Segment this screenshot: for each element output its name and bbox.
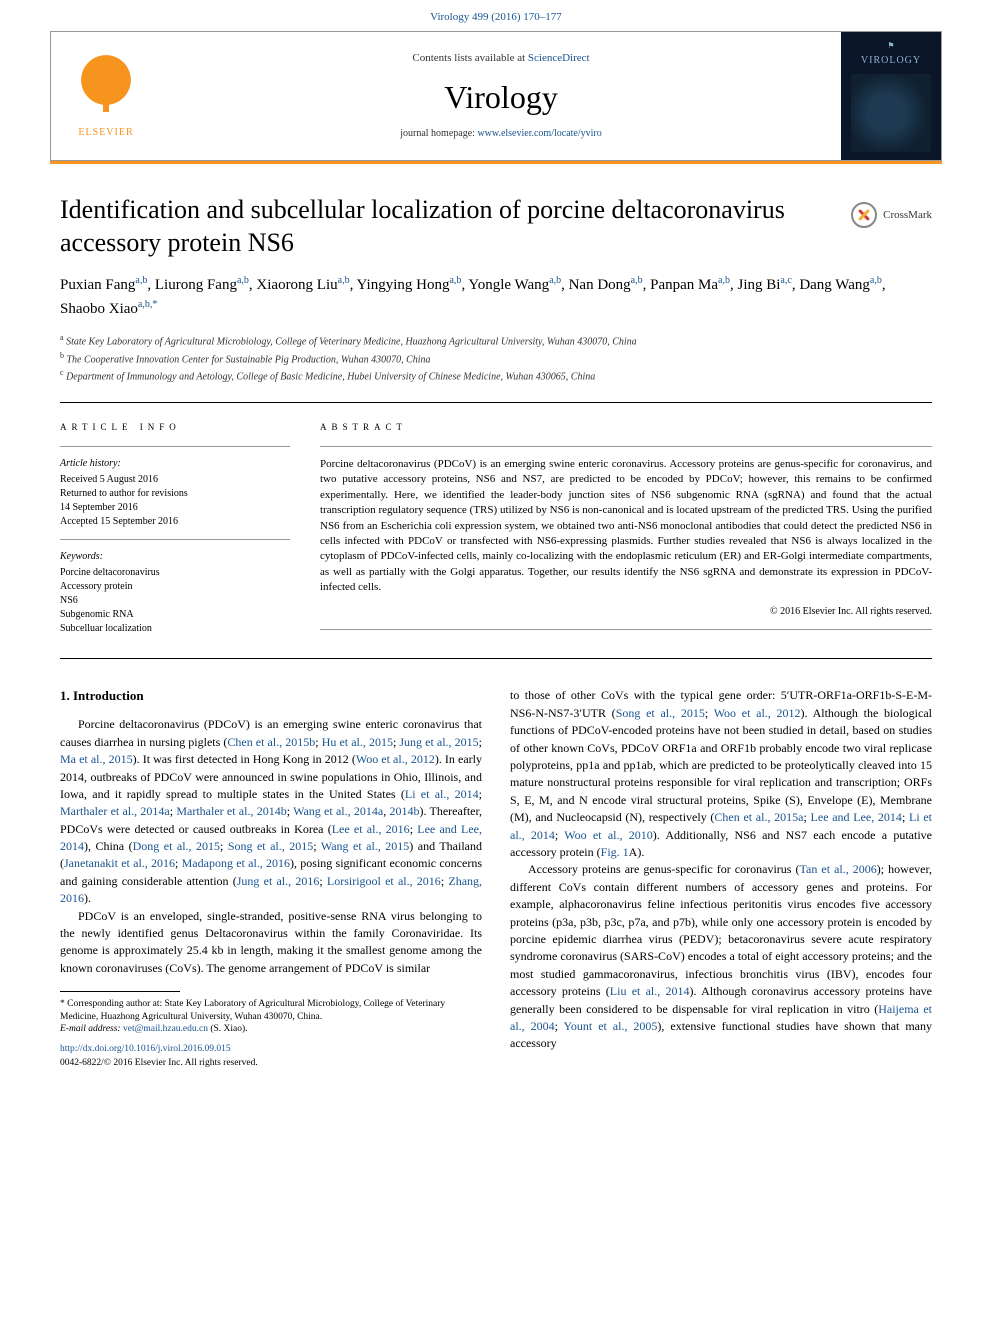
- author: Puxian Fanga,b: [60, 277, 147, 293]
- keyword: Porcine deltacoronavirus: [60, 566, 290, 580]
- citation-link[interactable]: Li et al., 2014: [405, 787, 479, 801]
- cover-title: VIROLOGY: [861, 54, 921, 68]
- footnote-rule: [60, 991, 180, 992]
- citation-link[interactable]: Jung et al., 2015: [399, 735, 478, 749]
- doi-line: http://dx.doi.org/10.1016/j.virol.2016.0…: [60, 1043, 482, 1057]
- author: Xiaorong Liua,b: [256, 277, 349, 293]
- citation-link[interactable]: Marthaler et al., 2014a: [60, 804, 170, 818]
- article-title: Identification and subcellular localizat…: [60, 194, 831, 259]
- affiliation: b The Cooperative Innovation Center for …: [60, 350, 932, 367]
- citation-link[interactable]: Marthaler et al., 2014b: [176, 804, 286, 818]
- affiliations: a State Key Laboratory of Agricultural M…: [60, 332, 932, 384]
- citation-link[interactable]: Wang et al., 2015: [321, 839, 409, 853]
- paragraph: PDCoV is an enveloped, single-stranded, …: [60, 908, 482, 978]
- author: Dang Wanga,b: [799, 277, 882, 293]
- journal-cover: ⚑ VIROLOGY: [841, 32, 941, 160]
- history-item: 14 September 2016: [60, 501, 290, 515]
- article-info-heading: ARTICLE INFO: [60, 421, 290, 434]
- paragraph: Accessory proteins are genus-specific fo…: [510, 861, 932, 1052]
- figure-link[interactable]: Fig. 1: [601, 845, 629, 859]
- abstract: ABSTRACT Porcine deltacoronavirus (PDCoV…: [320, 421, 932, 640]
- header-center: Contents lists available at ScienceDirec…: [161, 32, 841, 160]
- elsevier-logo: ELSEVIER: [51, 32, 161, 160]
- crossmark-badge[interactable]: CrossMark: [851, 202, 932, 228]
- affiliation: a State Key Laboratory of Agricultural M…: [60, 332, 932, 349]
- contents-pre: Contents lists available at: [412, 52, 527, 64]
- citation-link[interactable]: Lee et al., 2016: [332, 822, 410, 836]
- author: Jing Bia,c: [737, 277, 791, 293]
- paragraph: to those of other CoVs with the typical …: [510, 687, 932, 861]
- citation-link[interactable]: Tan et al., 2006: [800, 862, 877, 876]
- abstract-copyright: © 2016 Elsevier Inc. All rights reserved…: [320, 605, 932, 619]
- crossmark-icon: [851, 202, 877, 228]
- section-heading: 1. Introduction: [60, 687, 482, 706]
- keyword: NS6: [60, 594, 290, 608]
- citation-link[interactable]: Janetanakit et al., 2016: [64, 856, 175, 870]
- cover-image: [851, 74, 931, 153]
- keywords-label: Keywords:: [60, 550, 290, 564]
- citation-link[interactable]: Virology 499 (2016) 170–177: [430, 11, 562, 23]
- paragraph: Porcine deltacoronavirus (PDCoV) is an e…: [60, 716, 482, 907]
- citation-link[interactable]: Chen et al., 2015a: [714, 810, 803, 824]
- accent-bar: [50, 161, 942, 164]
- history-item: Accepted 15 September 2016: [60, 515, 290, 529]
- homepage-line: journal homepage: www.elsevier.com/locat…: [400, 127, 602, 141]
- affiliation: c Department of Immunology and Aetology,…: [60, 367, 932, 384]
- citation-link[interactable]: Madapong et al., 2016: [182, 856, 290, 870]
- citation-link[interactable]: Hu et al., 2015: [322, 735, 393, 749]
- citation-link[interactable]: Dong et al., 2015: [133, 839, 220, 853]
- homepage-link[interactable]: www.elsevier.com/locate/yviro: [477, 128, 601, 139]
- crossmark-label: CrossMark: [883, 208, 932, 223]
- divider: [60, 658, 932, 659]
- author: Liurong Fanga,b: [155, 277, 249, 293]
- doi-link[interactable]: http://dx.doi.org/10.1016/j.virol.2016.0…: [60, 1044, 231, 1054]
- elsevier-label: ELSEVIER: [78, 126, 133, 140]
- abstract-text: Porcine deltacoronavirus (PDCoV) is an e…: [320, 457, 932, 596]
- citation-link[interactable]: Chen et al., 2015b: [227, 735, 315, 749]
- elsevier-tree-icon: [71, 52, 141, 122]
- citation-link[interactable]: Liu et al., 2014: [610, 984, 690, 998]
- citation-link[interactable]: Lee and Lee, 2014: [811, 810, 902, 824]
- author-list: Puxian Fanga,b, Liurong Fanga,b, Xiaoron…: [60, 273, 932, 320]
- footer-copyright: 0042-6822/© 2016 Elsevier Inc. All right…: [60, 1057, 482, 1071]
- citation-banner: Virology 499 (2016) 170–177: [0, 0, 992, 31]
- author: Yingying Honga,b: [357, 277, 462, 293]
- abstract-heading: ABSTRACT: [320, 421, 932, 434]
- citation-link[interactable]: Jung et al., 2016: [237, 874, 320, 888]
- history-item: Returned to author for revisions: [60, 487, 290, 501]
- keyword: Accessory protein: [60, 580, 290, 594]
- body-text: 1. Introduction Porcine deltacoronavirus…: [60, 687, 932, 1070]
- homepage-pre: journal homepage:: [400, 128, 477, 139]
- article-info: ARTICLE INFO Article history: Received 5…: [60, 421, 290, 640]
- citation-link[interactable]: Song et al., 2015: [228, 839, 313, 853]
- citation-link[interactable]: Yount et al., 2005: [563, 1019, 657, 1033]
- author: Shaobo Xiaoa,b,*: [60, 301, 157, 317]
- contents-line: Contents lists available at ScienceDirec…: [412, 51, 589, 66]
- author: Nan Donga,b: [569, 277, 643, 293]
- journal-name: Virology: [444, 75, 558, 120]
- email-line: E-mail address: vet@mail.hzau.edu.cn (S.…: [60, 1023, 482, 1035]
- keyword: Subgenomic RNA: [60, 608, 290, 622]
- author: Yongle Wanga,b: [468, 277, 561, 293]
- citation-link[interactable]: Ma et al., 2015: [60, 752, 133, 766]
- history-label: Article history:: [60, 457, 290, 471]
- cover-flag-icon: ⚑: [887, 40, 894, 51]
- journal-header: ELSEVIER Contents lists available at Sci…: [50, 31, 942, 161]
- citation-link[interactable]: Woo et al., 2012: [714, 706, 801, 720]
- citation-link[interactable]: Lorsirigool et al., 2016: [327, 874, 441, 888]
- citation-link[interactable]: 2014b: [389, 804, 419, 818]
- citation-link[interactable]: Woo et al., 2010: [564, 828, 652, 842]
- corresponding-author: * Corresponding author at: State Key Lab…: [60, 998, 482, 1023]
- citation-link[interactable]: Wang et al., 2014a: [293, 804, 383, 818]
- keyword: Subcelluar localization: [60, 622, 290, 636]
- divider: [60, 402, 932, 403]
- email-link[interactable]: vet@mail.hzau.edu.cn: [123, 1024, 208, 1034]
- history-item: Received 5 August 2016: [60, 473, 290, 487]
- author: Panpan Maa,b: [650, 277, 730, 293]
- sciencedirect-link[interactable]: ScienceDirect: [528, 52, 590, 64]
- citation-link[interactable]: Woo et al., 2012: [356, 752, 435, 766]
- citation-link[interactable]: Song et al., 2015: [616, 706, 705, 720]
